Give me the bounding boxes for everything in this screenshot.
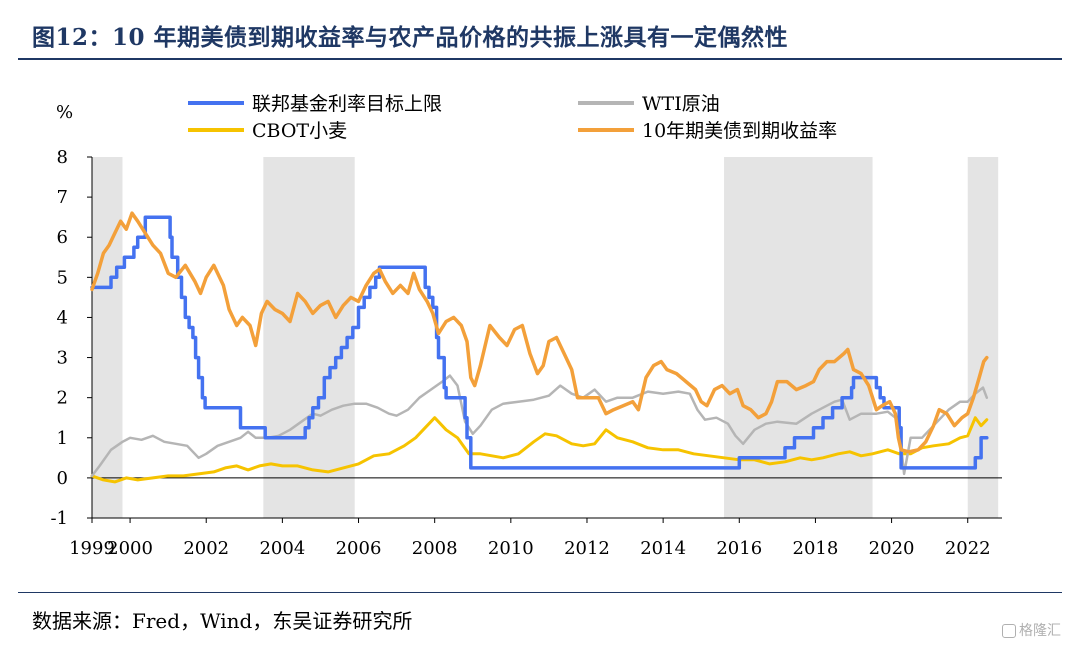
shaded-period-1	[263, 157, 355, 518]
y-tick-label-4: 4	[57, 307, 68, 328]
series-line-1	[90, 374, 989, 478]
source-note: 数据来源：Fred，Wind，东吴证券研究所	[32, 609, 413, 633]
series-line-2	[90, 416, 989, 484]
legend-label-2: CBOT小麦	[252, 120, 347, 142]
x-tick-label-7: 2012	[564, 538, 610, 559]
y-tick-label-1: 7	[57, 187, 68, 208]
y-axis-unit-label: %	[56, 102, 73, 123]
x-tick-label-2: 2002	[183, 538, 229, 559]
y-tick-label-9: -1	[50, 508, 68, 529]
legend-label-3: 10年期美债到期收益率	[642, 120, 837, 142]
x-tick-label-8: 2014	[640, 538, 686, 559]
series-line-0	[90, 215, 989, 470]
legend-label-0: 联邦基金利率目标上限	[252, 93, 442, 115]
x-tick-label-0: 1999	[69, 538, 115, 559]
shaded-periods	[92, 157, 999, 518]
y-tick-label-7: 1	[57, 428, 68, 449]
y-tick-label-6: 2	[57, 388, 68, 409]
x-tick-label-10: 2018	[793, 538, 839, 559]
source-rule	[18, 592, 1062, 593]
x-tick-label-6: 2010	[488, 538, 534, 559]
x-tick-label-5: 2008	[412, 538, 458, 559]
watermark-text: 格隆汇	[1019, 623, 1061, 639]
shaded-period-0	[92, 157, 123, 518]
y-tick-label-3: 5	[57, 267, 68, 288]
shaded-period-2	[724, 157, 873, 518]
x-tick-label-9: 2016	[716, 538, 762, 559]
x-tick-label-4: 2006	[336, 538, 382, 559]
legend-label-1: WTI原油	[642, 93, 720, 115]
watermark-logo-icon	[1002, 624, 1016, 638]
y-tick-label-0: 8	[57, 147, 68, 168]
legend: 联邦基金利率目标上限 WTI原油 CBOT小麦 10年期美债到期收益率	[188, 93, 837, 142]
x-tick-label-12: 2022	[945, 538, 991, 559]
watermark: 格隆汇	[1002, 620, 1061, 640]
y-tick-label-5: 3	[57, 348, 68, 369]
x-tick-label-3: 2004	[259, 538, 305, 559]
shaded-period-3	[967, 157, 999, 518]
y-tick-label-8: 0	[57, 468, 68, 489]
y-tick-label-2: 6	[57, 227, 68, 248]
title-rule	[18, 58, 1062, 60]
series-lines	[90, 211, 989, 484]
series-line-3	[90, 211, 989, 454]
chart-title: 图12：10 年期美债到期收益率与农产品价格的共振上涨具有一定偶然性	[32, 24, 789, 51]
x-tick-label-1: 2000	[107, 538, 153, 559]
x-tick-label-11: 2020	[869, 538, 915, 559]
